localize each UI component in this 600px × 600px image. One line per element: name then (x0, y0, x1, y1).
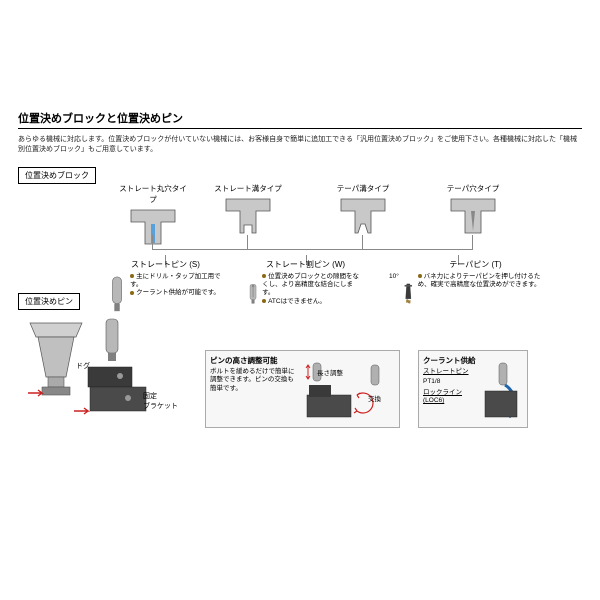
block-type-3-name: テーパ溝タイプ (328, 183, 398, 194)
pin-t-icon (403, 273, 414, 315)
block-type-4-icon (449, 197, 497, 235)
pin-s-notes: 主にドリル・タップ加工用です。 クーラント供給が可能です。 (130, 273, 223, 298)
block-type-2: ストレート溝タイプ (213, 183, 283, 231)
block-type-2-icon (224, 197, 272, 235)
block-type-1: ストレート丸穴タイプ (118, 183, 188, 242)
pin-section-label: 位置決めピン (18, 293, 80, 310)
height-box-body: ボルトを緩めるだけで簡単に調整できます。ピンの交換も簡単です。 (210, 368, 300, 393)
spindle-illustration (18, 305, 168, 435)
length-adjust-label: 長さ調整 (317, 367, 343, 377)
block-type-3-icon (339, 197, 387, 235)
block-type-4-name: テーパ穴タイプ (438, 183, 508, 194)
block-section-label: 位置決めブロック (18, 167, 96, 184)
page-subtitle: あらゆる機械に対応します。位置決めブロックが付いていない機械には、お客様自身で簡… (18, 135, 582, 155)
pin-type-t: テーパピン (T) 10° バネ力によりテーパピンを押し付けるため、確実で高精度… (403, 259, 548, 315)
spindle-area: 位置決めピン ドグ 固定 ブラケット (18, 305, 163, 440)
block-type-3: テーパ溝タイプ (328, 183, 398, 231)
pin-w-icon (248, 273, 258, 315)
swap-label: 交換 (368, 393, 381, 403)
block-type-1-icon (129, 208, 177, 246)
block-type-row: ストレート丸穴タイプ ストレート溝タイプ テーパ溝タイプ テーパ穴タイプ (18, 183, 582, 253)
taper-angle: 10° (389, 273, 399, 280)
coolant-box: クーラント供給 ストレートピン PT1/8 ロックライン (LOC6) (418, 350, 528, 428)
pin-t-notes: バネ力によりテーパピンを押し付けるため、確実で高精度な位置決めができます。 (418, 273, 548, 290)
block-type-1-name: ストレート丸穴タイプ (118, 183, 188, 205)
block-type-2-name: ストレート溝タイプ (213, 183, 283, 194)
block-type-4: テーパ穴タイプ (438, 183, 508, 231)
bracket-label: 固定 ブラケット (143, 391, 178, 411)
page-title: 位置決めブロックと位置決めピン (18, 110, 582, 129)
pin-type-w: ストレート割ピン (W) 位置決めブロックとの隙間をなくし、より高精度な結合にし… (248, 259, 363, 315)
dog-label: ドグ (76, 361, 90, 371)
pin-t-name: テーパピン (T) (403, 259, 548, 270)
pin-s-name: ストレートピン (S) (108, 259, 223, 270)
pin-w-name: ストレート割ピン (W) (248, 259, 363, 270)
height-adjust-box: ピンの高さ調整可能 ボルトを緩めるだけで簡単に調整できます。ピンの交換も簡単です… (205, 350, 400, 428)
pin-w-notes: 位置決めブロックとの隙間をなくし、より高精度な結合にします。 ATCはできません… (262, 273, 363, 307)
coolant-illustration (481, 361, 525, 421)
